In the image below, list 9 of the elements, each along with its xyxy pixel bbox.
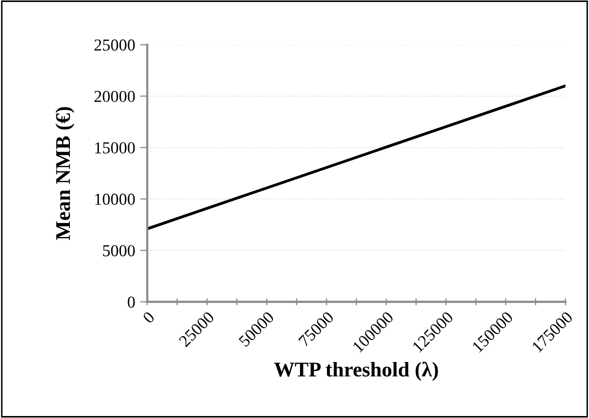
y-axis-title: Mean NMB (€) [55,107,74,240]
y-tick-label: 10000 [95,194,135,205]
x-tick-label: 0 [142,310,156,324]
y-tick-label: 15000 [95,142,135,154]
y-tick-label: 5000 [103,245,135,256]
x-axis-title: WTP threshold (λ) [274,362,438,381]
y-tick-label: 0 [128,296,135,308]
y-tick-label: 20000 [94,90,135,102]
y-tick-label: 25000 [94,39,135,51]
